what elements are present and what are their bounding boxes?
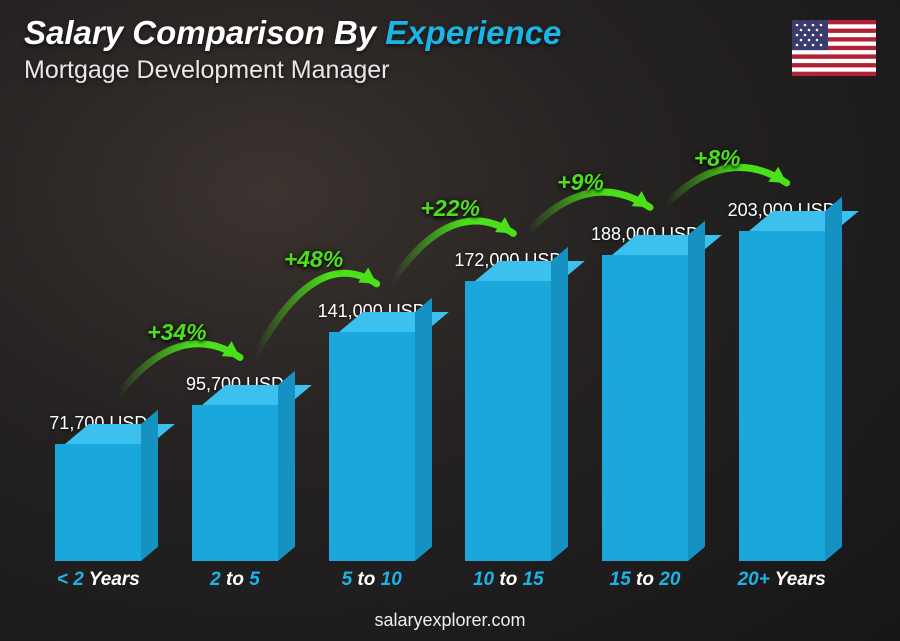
us-flag-icon	[792, 20, 876, 76]
growth-arrow-icon	[30, 120, 850, 591]
title-prefix: Salary Comparison By	[24, 14, 385, 51]
page-title: Salary Comparison By Experience	[24, 14, 561, 52]
footer-source: salaryexplorer.com	[374, 610, 525, 631]
salary-chart: 71,700 USD95,700 USD141,000 USD172,000 U…	[30, 120, 850, 591]
subtitle: Mortgage Development Manager	[24, 56, 389, 85]
title-highlight: Experience	[385, 14, 561, 51]
